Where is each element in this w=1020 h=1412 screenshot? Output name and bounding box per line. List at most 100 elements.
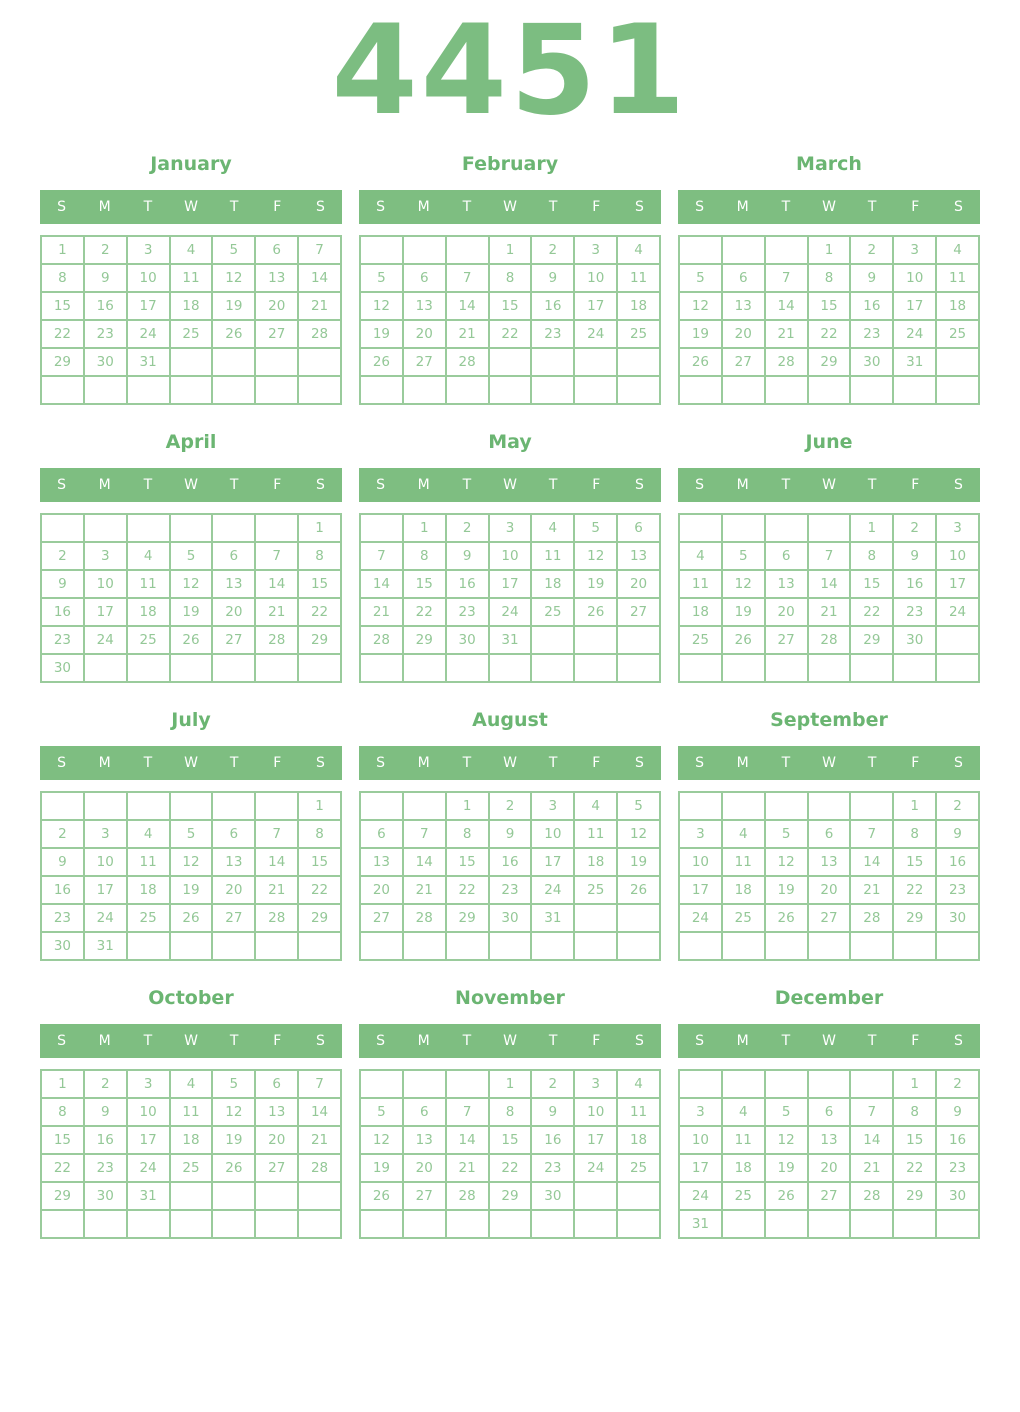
weekday-label: M — [417, 477, 430, 494]
day-cell: 25 — [679, 626, 722, 655]
month-title: January — [150, 153, 232, 176]
day-cell: 4 — [126, 542, 170, 571]
weekday-label: M — [417, 755, 430, 772]
day-cell: 20 — [212, 598, 256, 627]
empty-day-cell — [617, 376, 660, 405]
day-cell: 29 — [41, 1182, 84, 1211]
empty-day-cell — [721, 932, 765, 961]
weekday-label: M — [98, 199, 111, 216]
day-cell: 8 — [41, 264, 84, 293]
empty-day-cell — [617, 1182, 660, 1211]
day-cell: 19 — [764, 1154, 808, 1183]
day-cell: 21 — [255, 598, 299, 627]
day-grid: 1 2 3 4 5 6 7 8 9 10 11 12 13 14 15 16 17 18 19 20 21 22 23 24 2… — [359, 235, 661, 406]
day-cell: 22 — [41, 320, 84, 349]
day-cell: 18 — [126, 876, 170, 905]
day-cell: 19 — [721, 598, 765, 627]
day-cell: 2 — [83, 236, 127, 265]
empty-day-cell — [893, 1210, 937, 1239]
weekday-label: S — [57, 1033, 67, 1050]
day-cell: 10 — [126, 1098, 170, 1127]
day-cell: 3 — [893, 236, 937, 265]
day-cell: 14 — [360, 570, 403, 599]
day-cell: 1 — [850, 514, 894, 543]
day-cell: 6 — [721, 264, 765, 293]
empty-day-cell — [298, 1182, 341, 1211]
day-cell: 13 — [360, 848, 403, 877]
day-cell: 10 — [936, 542, 979, 571]
day-cell: 19 — [360, 320, 403, 349]
day-cell: 9 — [936, 820, 979, 849]
day-cell: 7 — [255, 542, 299, 571]
empty-day-cell — [574, 932, 618, 961]
day-cell: 7 — [360, 542, 403, 571]
day-cell: 1 — [402, 514, 446, 543]
day-cell: 18 — [617, 1126, 660, 1155]
weekday-label: F — [592, 199, 601, 216]
weekday-label: T — [462, 199, 472, 216]
day-cell: 5 — [764, 820, 808, 849]
empty-day-cell — [255, 792, 299, 821]
day-cell: 28 — [764, 348, 808, 377]
empty-day-cell — [445, 1070, 489, 1099]
day-cell: 24 — [679, 904, 722, 933]
empty-day-cell — [212, 1210, 256, 1239]
weekday-label: W — [184, 755, 198, 772]
month-title: December — [774, 987, 884, 1010]
day-cell: 14 — [807, 570, 851, 599]
day-cell: 30 — [445, 626, 489, 655]
day-cell: 6 — [402, 264, 446, 293]
day-cell: 8 — [298, 542, 341, 571]
day-cell: 2 — [936, 1070, 979, 1099]
day-cell: 11 — [679, 570, 722, 599]
month-title: March — [796, 153, 862, 176]
day-cell: 29 — [893, 1182, 937, 1211]
weekday-label: W — [184, 477, 198, 494]
month-title: April — [165, 431, 217, 454]
day-cell: 25 — [531, 598, 575, 627]
day-cell: 21 — [298, 1126, 341, 1155]
day-cell: 23 — [531, 1154, 575, 1183]
day-grid: 1 2 3 4 5 6 7 8 9 10 11 12 13 14 15 16 17 18 19 20 21 22 23 24 2… — [359, 513, 661, 684]
day-cell: 2 — [893, 514, 937, 543]
day-cell: 28 — [445, 1182, 489, 1211]
day-cell: 3 — [83, 820, 127, 849]
empty-day-cell — [360, 1070, 403, 1099]
weekday-label: T — [781, 199, 791, 216]
weekday-label: T — [462, 1033, 472, 1050]
empty-day-cell — [83, 376, 127, 405]
day-cell: 8 — [893, 1098, 937, 1127]
day-cell: 3 — [679, 1098, 722, 1127]
day-cell: 3 — [574, 236, 618, 265]
day-cell: 12 — [721, 570, 765, 599]
day-cell: 29 — [41, 348, 84, 377]
day-cell: 9 — [83, 1098, 127, 1127]
day-cell: 1 — [298, 514, 341, 543]
day-cell: 16 — [936, 1126, 979, 1155]
day-cell: 9 — [488, 820, 532, 849]
weekday-label: S — [315, 755, 325, 772]
day-cell: 28 — [255, 626, 299, 655]
empty-day-cell — [169, 514, 213, 543]
weekday-label: F — [911, 755, 920, 772]
empty-day-cell — [617, 626, 660, 655]
day-cell: 28 — [255, 904, 299, 933]
day-cell: 4 — [679, 542, 722, 571]
weekday-label: W — [503, 1033, 517, 1050]
day-cell: 15 — [445, 848, 489, 877]
day-cell: 9 — [531, 264, 575, 293]
empty-day-cell — [360, 236, 403, 265]
day-cell: 26 — [169, 904, 213, 933]
day-cell: 29 — [850, 626, 894, 655]
empty-day-cell — [83, 1210, 127, 1239]
